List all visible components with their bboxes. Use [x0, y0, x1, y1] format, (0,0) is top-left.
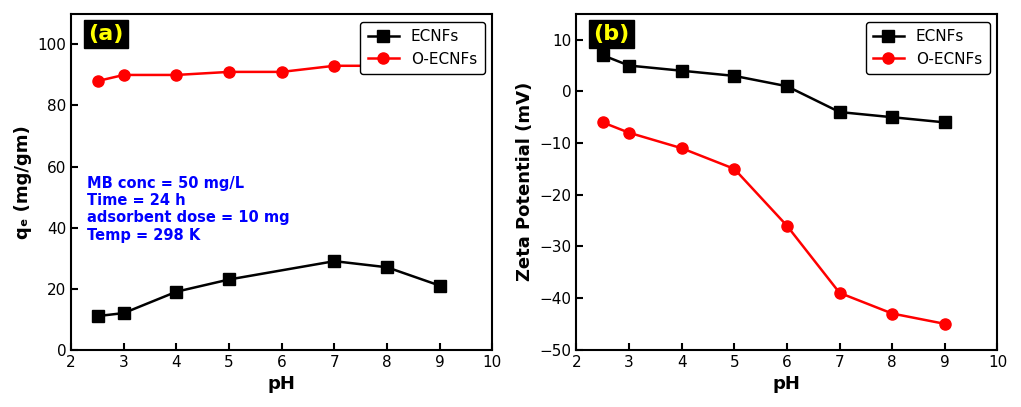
Legend: ECNFs, O-ECNFs: ECNFs, O-ECNFs — [866, 22, 989, 74]
ECNFs — [596, 53, 609, 58]
O-ECNFs — [596, 120, 609, 125]
X-axis label: pH: pH — [268, 375, 296, 393]
ECNFs — [91, 314, 103, 319]
Text: (b): (b) — [593, 24, 630, 44]
Text: MB conc = 50 mg/L
Time = 24 h
adsorbent dose = 10 mg
Temp = 298 K: MB conc = 50 mg/L Time = 24 h adsorbent … — [87, 176, 290, 243]
Line: ECNFs: ECNFs — [597, 50, 951, 128]
O-ECNFs — [728, 166, 740, 171]
O-ECNFs — [781, 223, 793, 228]
O-ECNFs — [276, 70, 288, 74]
ECNFs — [329, 259, 341, 264]
ECNFs — [117, 311, 130, 315]
Y-axis label: Zeta Potential (mV): Zeta Potential (mV) — [516, 82, 534, 281]
Line: ECNFs: ECNFs — [92, 256, 445, 322]
ECNFs — [381, 265, 393, 270]
O-ECNFs — [117, 72, 130, 77]
O-ECNFs — [223, 70, 235, 74]
O-ECNFs — [938, 322, 951, 326]
X-axis label: pH: pH — [773, 375, 800, 393]
Line: O-ECNFs: O-ECNFs — [597, 117, 951, 329]
Line: O-ECNFs: O-ECNFs — [92, 48, 445, 87]
ECNFs — [886, 115, 898, 120]
ECNFs — [938, 120, 951, 125]
Legend: ECNFs, O-ECNFs: ECNFs, O-ECNFs — [360, 22, 485, 74]
O-ECNFs — [329, 63, 341, 68]
O-ECNFs — [676, 146, 688, 151]
ECNFs — [676, 68, 688, 73]
ECNFs — [223, 277, 235, 282]
Y-axis label: qₑ (mg/gm): qₑ (mg/gm) — [14, 125, 32, 239]
O-ECNFs — [833, 291, 845, 295]
ECNFs — [623, 63, 635, 68]
Text: (a): (a) — [88, 24, 124, 44]
O-ECNFs — [381, 63, 393, 68]
O-ECNFs — [434, 51, 446, 56]
O-ECNFs — [623, 130, 635, 135]
ECNFs — [833, 109, 845, 114]
ECNFs — [171, 289, 183, 294]
ECNFs — [728, 73, 740, 78]
ECNFs — [781, 84, 793, 89]
ECNFs — [434, 283, 446, 288]
O-ECNFs — [91, 79, 103, 83]
O-ECNFs — [171, 72, 183, 77]
O-ECNFs — [886, 311, 898, 316]
